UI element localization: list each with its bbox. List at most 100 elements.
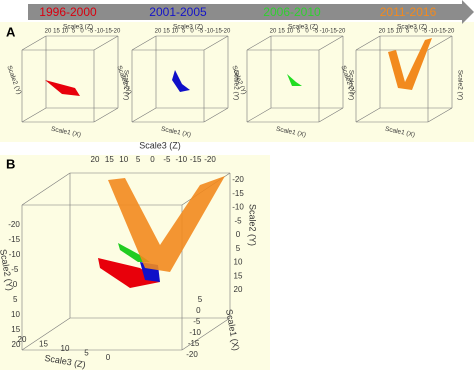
tick-label: -5 bbox=[422, 29, 428, 35]
tick-label: 15 bbox=[234, 271, 243, 280]
axis-title: Scale3 (Z) bbox=[173, 24, 203, 31]
tick-label: -10 bbox=[205, 29, 214, 35]
tick-label: 0 bbox=[236, 230, 241, 239]
tick-label: -20 bbox=[204, 155, 216, 164]
axis-title: Scale3 (Z) bbox=[288, 24, 318, 31]
point-cloud bbox=[172, 70, 190, 92]
box-edge bbox=[21, 35, 47, 51]
box-edge bbox=[93, 35, 119, 51]
tick-label: 10 bbox=[11, 310, 20, 319]
axis-title: Scale2 (Y) bbox=[122, 70, 129, 100]
panel-label: B bbox=[6, 156, 15, 171]
box-edge bbox=[93, 107, 119, 123]
tick-label: -5 bbox=[234, 216, 242, 225]
tick-label: -20 bbox=[186, 350, 198, 359]
timeline-label: 2006-2010 bbox=[263, 5, 321, 19]
tick-label: 10 bbox=[172, 29, 179, 35]
tick-label: -15 bbox=[103, 29, 112, 35]
tick-label: 10 bbox=[234, 258, 243, 267]
tick-label: 0 bbox=[150, 155, 155, 164]
tick-label: -5 bbox=[193, 317, 201, 326]
box-edge bbox=[246, 35, 272, 51]
box-edge bbox=[21, 107, 47, 123]
tick-label: -10 bbox=[320, 29, 329, 35]
point-cloud bbox=[98, 258, 160, 288]
tick-label: 5 bbox=[136, 155, 141, 164]
timeline-label: 2001-2005 bbox=[149, 5, 207, 19]
axis-title: Scale2 (Y) bbox=[248, 204, 258, 246]
tick-label: 0 bbox=[106, 353, 111, 362]
box-edge bbox=[427, 35, 453, 51]
point-cloud bbox=[287, 74, 302, 86]
box-edge bbox=[427, 107, 453, 123]
tick-label: 10 bbox=[61, 344, 70, 353]
tick-label: -20 bbox=[446, 29, 455, 35]
box-edge bbox=[203, 107, 229, 123]
tick-label: -10 bbox=[95, 29, 104, 35]
axis-title: Scale2 (Y) bbox=[232, 70, 239, 100]
tick-label: -20 bbox=[8, 220, 20, 229]
tick-label: 15 bbox=[163, 29, 170, 35]
box-edge bbox=[21, 172, 71, 206]
tick-label: -15 bbox=[213, 29, 222, 35]
tick-label: 20 bbox=[18, 335, 27, 344]
tick-label: 0 bbox=[80, 29, 84, 35]
tick-label: 15 bbox=[53, 29, 60, 35]
point-cloud bbox=[45, 80, 80, 96]
tick-label: -5 bbox=[163, 155, 171, 164]
axis-title: Scale3 (Z) bbox=[397, 24, 427, 31]
tick-label: 20 bbox=[12, 340, 21, 349]
tick-label: 5 bbox=[297, 29, 301, 35]
tick-label: 5 bbox=[72, 29, 76, 35]
tick-label: 5 bbox=[182, 29, 186, 35]
tick-label: -5 bbox=[88, 29, 94, 35]
point-clouds bbox=[45, 38, 432, 288]
tick-label: 5 bbox=[198, 295, 203, 304]
tick-label: -5 bbox=[198, 29, 204, 35]
box-edge bbox=[131, 107, 157, 123]
tick-label: 5 bbox=[13, 295, 18, 304]
tick-label: 15 bbox=[39, 340, 48, 349]
tick-label: 5 bbox=[236, 244, 241, 253]
tick-label: -10 bbox=[175, 155, 187, 164]
tick-label: -15 bbox=[8, 235, 20, 244]
box-edge bbox=[355, 35, 381, 51]
tick-label: 15 bbox=[278, 29, 285, 35]
tick-label: 20 bbox=[155, 29, 162, 35]
tick-label: 20 bbox=[234, 285, 243, 294]
panel-b-background bbox=[0, 155, 270, 370]
tick-label: -20 bbox=[222, 29, 231, 35]
tick-label: 10 bbox=[396, 29, 403, 35]
tick-label: 0 bbox=[196, 306, 201, 315]
axis-title: Scale2 (Y) bbox=[456, 70, 463, 100]
tick-label: -10 bbox=[232, 203, 244, 212]
tick-label: 20 bbox=[45, 29, 52, 35]
tick-label: 5 bbox=[406, 29, 410, 35]
tick-label: 15 bbox=[105, 155, 114, 164]
axis-title: Scale3 (Z) bbox=[139, 140, 181, 150]
box-edge bbox=[203, 35, 229, 51]
box-edge bbox=[181, 317, 231, 351]
tick-label: 20 bbox=[270, 29, 277, 35]
axis-title: Scale2 (Y) bbox=[347, 70, 354, 100]
tick-label: -15 bbox=[190, 155, 202, 164]
box-edge bbox=[355, 107, 381, 123]
tick-label: 10 bbox=[119, 155, 128, 164]
tick-label: 15 bbox=[11, 325, 20, 334]
timeline-label: 2011-2016 bbox=[380, 5, 437, 19]
point-cloud bbox=[388, 38, 432, 90]
tick-label: -5 bbox=[11, 265, 19, 274]
box-edge bbox=[131, 35, 157, 51]
tick-label: -15 bbox=[232, 189, 244, 198]
timeline-arrow bbox=[28, 0, 474, 24]
tick-label: -5 bbox=[313, 29, 319, 35]
tick-label: 0 bbox=[414, 29, 418, 35]
timeline-label: 1996-2000 bbox=[39, 5, 97, 19]
box-edge bbox=[246, 107, 272, 123]
tick-label: -15 bbox=[437, 29, 446, 35]
tick-label: 20 bbox=[91, 155, 100, 164]
box-edge bbox=[318, 107, 344, 123]
tick-label: -10 bbox=[429, 29, 438, 35]
tick-label: -10 bbox=[9, 250, 21, 259]
